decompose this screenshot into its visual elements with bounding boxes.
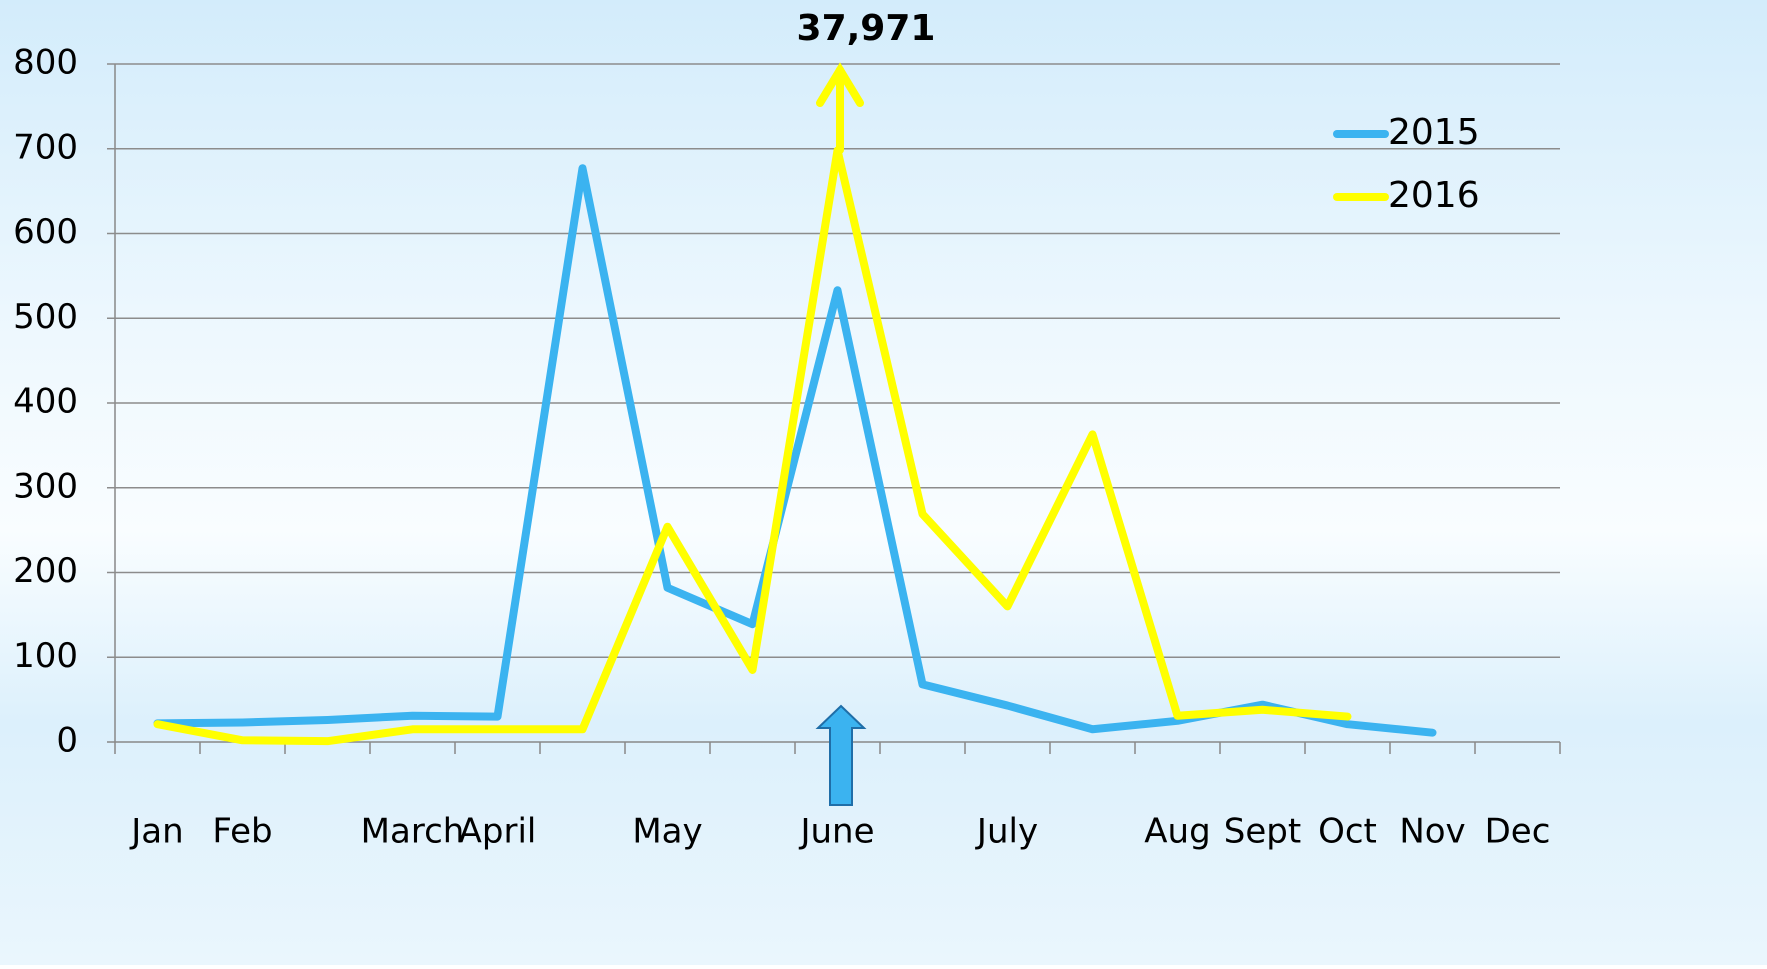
x-tick-label: June (798, 812, 874, 852)
blue-arrow (815, 704, 867, 806)
legend-label: 2016 (1388, 175, 1480, 216)
x-tick-label: Dec (1485, 812, 1551, 852)
x-tick-label: Aug (1144, 812, 1210, 852)
x-tick-label: Sept (1224, 812, 1301, 852)
grid: 0 100 200 300 400 500 600 700 800 Jan Feb MarchApri… (13, 43, 1561, 852)
x-tick-label: Jan (129, 812, 183, 852)
legend-label: 2015 (1388, 112, 1480, 153)
y-tick-label: 600 (13, 212, 78, 252)
x-tick-label: May (632, 812, 702, 852)
x-tick-label: April (459, 812, 537, 852)
y-tick-label: 400 (13, 382, 78, 422)
y-tick-label: 800 (13, 43, 78, 83)
series-line (153, 146, 1352, 746)
y-tick-label: 500 (13, 297, 78, 337)
y-tick-label: 100 (13, 636, 78, 676)
lines (153, 146, 1437, 746)
x-tick-label: Oct (1318, 812, 1377, 852)
annotation: 37,971 (797, 8, 936, 49)
x-tick-label: Feb (212, 812, 272, 852)
x-tick-label: July (975, 812, 1038, 852)
y-tick-label: 700 (13, 127, 78, 167)
legend: 2015 2016 (1333, 112, 1480, 216)
y-tick-label: 300 (13, 466, 78, 506)
yellow-arrow (816, 62, 864, 154)
x-tick-label: Nov (1399, 812, 1465, 852)
y-tick-label: 200 (13, 551, 78, 591)
x-tick-label: March (361, 812, 465, 852)
y-tick-label: 0 (56, 721, 78, 761)
